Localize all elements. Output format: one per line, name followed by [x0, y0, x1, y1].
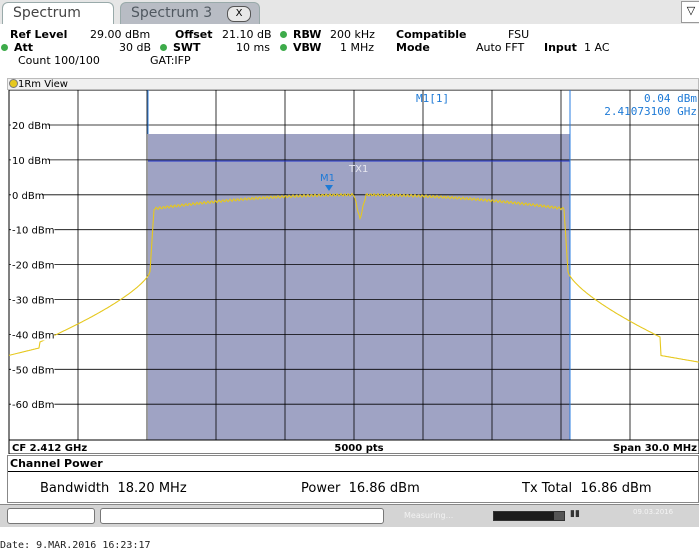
- swt-coupled-icon: [160, 41, 170, 54]
- tab-spectrum-3[interactable]: Spectrum 3 X: [120, 2, 260, 24]
- input-value[interactable]: 1 AC: [584, 41, 610, 54]
- y-axis-labels: 20 dBm 10 dBm 0 dBm -10 dBm -20 dBm -30 dBm -4…: [11, 119, 54, 411]
- y-tick-label-bg: [11, 119, 49, 131]
- display-config-icon[interactable]: ▽: [681, 1, 699, 23]
- window-title[interactable]: 1Rm View: [7, 78, 699, 90]
- att-label: Att: [14, 41, 34, 54]
- span: Span 30.0 MHz: [613, 443, 697, 454]
- att-value[interactable]: 30 dB: [119, 41, 152, 54]
- power-result: Power 16.86 dBm: [301, 481, 420, 496]
- status-date: 09.03.2016: [633, 508, 674, 516]
- channel-band: [148, 134, 570, 440]
- rbw-label: RBW: [293, 28, 322, 41]
- y-tick-label: 20 dBm: [12, 121, 51, 132]
- y-tick-label-bg: [11, 328, 55, 341]
- sweep-count: Count 100/100: [18, 54, 100, 67]
- vbw-value[interactable]: 1 MHz: [340, 41, 375, 54]
- spectrum-plot-svg: TX1 M1 M1[1] 0.04 dBm 2.41073100 GHz 20 …: [8, 89, 699, 455]
- y-tick-label: -40 dBm: [12, 330, 54, 341]
- y-tick-label: -10 dBm: [12, 226, 54, 237]
- vbw-label: VBW: [293, 41, 322, 54]
- close-icon: X: [235, 8, 243, 19]
- channel-label-tx1: TX1: [348, 164, 368, 175]
- sweep-points: 5000 pts: [334, 443, 383, 454]
- y-tick-label-bg: [11, 223, 55, 236]
- window-title-label: 1Rm View: [18, 79, 68, 90]
- compatible-label: Compatible: [396, 28, 467, 41]
- marker-m1: M1: [320, 173, 335, 191]
- y-tick-label: -30 dBm: [12, 296, 54, 307]
- y-tick-label: 10 dBm: [12, 156, 51, 167]
- progress-bar: [493, 511, 565, 521]
- spectrum-plot[interactable]: TX1 M1 M1[1] 0.04 dBm 2.41073100 GHz 20 …: [0, 89, 699, 455]
- status-field-1[interactable]: [7, 508, 95, 524]
- offset-value[interactable]: 21.10 dB: [222, 28, 272, 41]
- y-tick-label-bg: [11, 398, 55, 411]
- bandwidth-result: Bandwidth 18.20 MHz: [40, 481, 187, 496]
- power-value: 16.86 dBm: [348, 481, 420, 496]
- trace-1: [8, 192, 699, 363]
- offset-label: Offset: [175, 28, 213, 41]
- y-tick-label-bg: [11, 258, 55, 271]
- mode-value[interactable]: Auto FFT: [476, 41, 525, 54]
- rbw-value[interactable]: 200 kHz: [330, 28, 375, 41]
- measurement-settings: Ref Level 29.00 dBm Offset 21.10 dB RBW …: [0, 24, 699, 76]
- tab-bar: Spectrum Spectrum 3 X ▽: [0, 0, 699, 24]
- progress-fill: [494, 512, 554, 520]
- status-bar: Measuring... ▮▮ 09.03.2016: [0, 504, 699, 527]
- y-tick-label: -50 dBm: [12, 365, 54, 376]
- ref-level-value[interactable]: 29.00 dBm: [90, 28, 151, 41]
- att-coupled-icon: [1, 41, 11, 54]
- marker-level: 0.04 dBm: [644, 92, 697, 105]
- y-tick-label: 0 dBm: [12, 191, 45, 202]
- grid: [9, 90, 699, 440]
- mode-label: Mode: [396, 41, 430, 54]
- marker-table-label: M1[1]: [416, 92, 449, 105]
- marker-frequency: 2.41073100 GHz: [604, 105, 697, 118]
- tx-total-value: 16.86 dBm: [580, 481, 652, 496]
- swt-value[interactable]: 10 ms: [236, 41, 270, 54]
- input-label: Input: [544, 41, 577, 54]
- y-tick-label-bg: [11, 153, 49, 166]
- rbw-coupled-icon: [280, 28, 290, 41]
- marker-m1-label: M1: [320, 173, 335, 184]
- tx-total-result: Tx Total 16.86 dBm: [522, 481, 652, 496]
- tx-total-label: Tx Total: [522, 481, 573, 496]
- tab-close-button[interactable]: X: [227, 6, 251, 22]
- tab-spectrum[interactable]: Spectrum: [2, 2, 114, 24]
- channel-power-panel: Channel Power Bandwidth 18.20 MHz Power …: [7, 455, 699, 503]
- bandwidth-label: Bandwidth: [40, 481, 110, 496]
- tab-spectrum-label: Spectrum: [13, 5, 81, 21]
- y-tick-label: -20 dBm: [12, 261, 54, 272]
- vbw-coupled-icon: [280, 41, 290, 54]
- swt-label: SWT: [173, 41, 201, 54]
- power-label: Power: [301, 481, 341, 496]
- y-tick-label-bg: [11, 293, 55, 306]
- compatible-value[interactable]: FSU: [508, 28, 530, 41]
- marker-m1-icon: [325, 185, 333, 191]
- measuring-status: Measuring...: [404, 511, 454, 520]
- print-date: Date: 9.MAR.2016 16:23:17: [0, 540, 151, 551]
- y-tick-label-bg: [11, 188, 42, 201]
- channel-power-title: Channel Power: [10, 457, 103, 470]
- center-frequency: CF 2.412 GHz: [12, 443, 87, 454]
- bandwidth-value: 18.20 MHz: [117, 481, 187, 496]
- status-field-2[interactable]: [100, 508, 384, 524]
- y-tick-label: -60 dBm: [12, 400, 54, 411]
- divider: [8, 471, 698, 472]
- trace-indicator-icon: [9, 79, 18, 88]
- gate-indicator: GAT:IFP: [150, 54, 191, 67]
- ref-level-label: Ref Level: [10, 28, 68, 41]
- network-icon: ▮▮: [570, 509, 580, 519]
- tab-spectrum-3-label: Spectrum 3: [131, 5, 213, 21]
- y-tick-label-bg: [11, 363, 55, 376]
